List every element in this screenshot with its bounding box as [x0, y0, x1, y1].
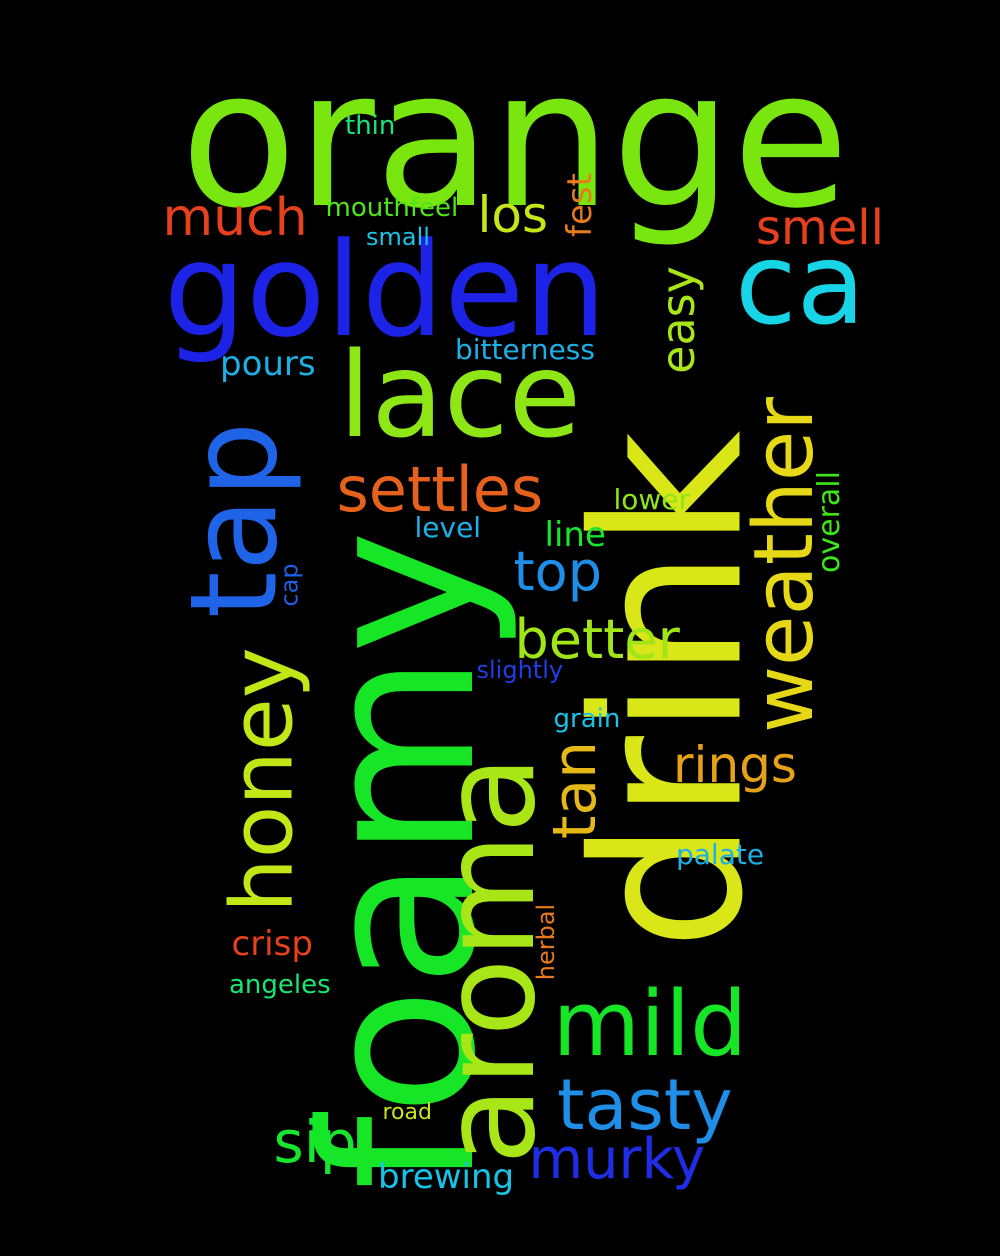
word-overall: overall	[811, 471, 847, 573]
word-ca: ca	[735, 220, 866, 350]
word-top: top	[513, 540, 603, 603]
word-road: road	[382, 1100, 432, 1125]
word-thin: thin	[345, 111, 396, 141]
word-level: level	[414, 511, 482, 544]
word-line: line	[544, 515, 606, 555]
word-palate: palate	[676, 838, 765, 871]
word-tasty: tasty	[557, 1064, 733, 1146]
word-tan: tan	[540, 740, 611, 840]
word-easy: easy	[650, 266, 705, 374]
word-lower: lower	[613, 483, 691, 516]
word-murky: murky	[528, 1127, 706, 1192]
word-sip: sip	[273, 1108, 357, 1176]
word-slightly: slightly	[476, 656, 564, 684]
word-pours: pours	[220, 344, 316, 384]
word-small: small	[366, 223, 430, 251]
word-fest: fest	[559, 173, 600, 237]
word-settles: settles	[336, 453, 544, 526]
word-bitterness: bitterness	[455, 333, 595, 366]
word-honey: honey	[212, 647, 313, 913]
word-rings: rings	[673, 736, 797, 794]
word-cap: cap	[275, 563, 304, 607]
word-better: better	[514, 608, 680, 671]
word-much: much	[162, 188, 308, 248]
word-golden: golden	[163, 214, 607, 366]
word-mouthfeel: mouthfeel	[325, 193, 459, 223]
word-grain: grain	[553, 704, 621, 734]
word-herbal: herbal	[532, 903, 561, 981]
word-brewing: brewing	[378, 1157, 515, 1197]
word-lace: lace	[338, 326, 582, 464]
word-mild: mild	[552, 972, 748, 1077]
word-smell: smell	[756, 200, 884, 256]
word-los: los	[477, 186, 549, 244]
word-angeles: angeles	[229, 970, 331, 1000]
word-crisp: crisp	[231, 924, 313, 964]
word-orange: orange	[180, 29, 850, 250]
